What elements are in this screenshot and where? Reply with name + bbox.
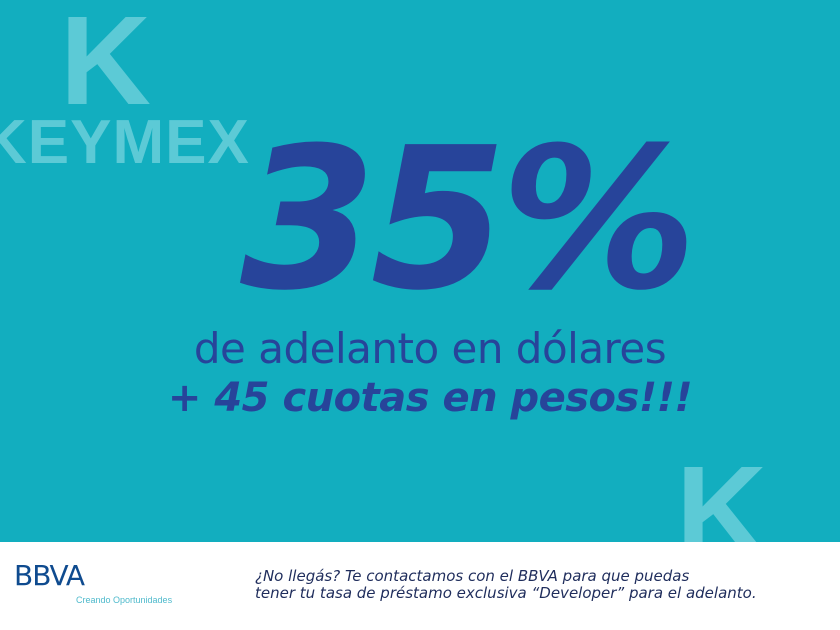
footer-message: ¿No llegás? Te contactamos con el BBVA p… [255,568,757,602]
keymex-k-logo-bottom: K [676,440,767,543]
bbva-logo: BBVA [14,559,85,592]
footer-message-line-1: ¿No llegás? Te contactamos con el BBVA p… [255,567,690,585]
promo-line-2: + 45 cuotas en pesos!!! [167,375,693,421]
bbva-slogan: Creando Oportunidades [76,595,173,605]
footer: BBVA Creando Oportunidades ¿No llegás? T… [0,542,840,630]
footer-message-line-2: tener tu tasa de préstamo exclusiva “Dev… [255,584,757,602]
keymex-k-logo: K [60,0,151,131]
promo-line-1: de adelanto en dólares [193,324,667,373]
headline-percentage: 35% [240,106,697,334]
keymex-wordmark: KEYMEX [0,108,250,177]
promo-banner: K KEYMEX K 35% de adelanto en dólares + … [0,0,840,542]
